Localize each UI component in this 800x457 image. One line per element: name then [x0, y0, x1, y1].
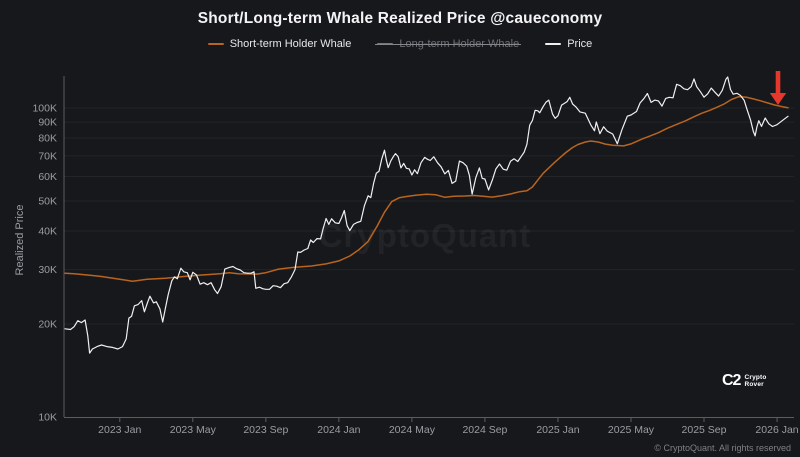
x-tick-marks — [119, 418, 778, 422]
legend-item-short-term-holder-whale[interactable]: Short-term Holder Whale — [207, 38, 352, 50]
short-term-holder-whale-line — [64, 95, 789, 282]
svg-text:100K: 100K — [32, 103, 57, 115]
svg-text:2024 Jan: 2024 Jan — [317, 424, 360, 436]
svg-text:2024 May: 2024 May — [389, 424, 436, 436]
svg-text:2026 Jan: 2026 Jan — [755, 424, 798, 436]
svg-text:2025 Jan: 2025 Jan — [536, 424, 579, 436]
svg-text:10K: 10K — [38, 412, 57, 424]
svg-text:30K: 30K — [38, 264, 57, 276]
svg-text:20K: 20K — [38, 318, 57, 330]
legend-label: Short-term Holder Whale — [229, 38, 352, 50]
x-tick-labels: 2023 Jan 2023 May 2023 Sep 2024 Jan 2024 May… — [98, 424, 799, 436]
svg-text:2023 May: 2023 May — [170, 424, 217, 436]
legend-dash-icon — [207, 42, 224, 46]
legend: Short-term Holder Whale Long-term Holder … — [0, 38, 800, 50]
legend-dash-icon — [545, 42, 562, 46]
brand-name-line1: Crypto — [744, 373, 767, 381]
svg-text:70K: 70K — [38, 150, 57, 162]
y-gridlines — [64, 107, 794, 325]
svg-text:40K: 40K — [38, 225, 57, 237]
svg-text:2023 Sep: 2023 Sep — [243, 424, 288, 436]
svg-text:2024 Sep: 2024 Sep — [462, 424, 507, 436]
red-down-arrow-icon — [769, 71, 787, 105]
price-line — [64, 76, 789, 354]
svg-text:60K: 60K — [38, 171, 57, 183]
svg-text:2025 Sep: 2025 Sep — [682, 424, 727, 436]
chart-title: Short/Long-term Whale Realized Price @ca… — [197, 10, 603, 27]
brand-name-line2: Rover — [744, 381, 764, 388]
svg-text:2023 Jan: 2023 Jan — [98, 424, 141, 436]
svg-text:90K: 90K — [38, 117, 57, 129]
copyright-text: © CryptoQuant. All rights reserved — [654, 443, 791, 453]
svg-text:50K: 50K — [38, 196, 57, 208]
svg-text:2025 May: 2025 May — [608, 424, 655, 436]
legend-item-price[interactable]: Price — [545, 38, 592, 50]
crypto-rover-logo: C2 Crypto Rover — [722, 372, 767, 390]
legend-label: Price — [567, 38, 593, 50]
y-tick-labels: 10K 20K 30K 40K 50K 60K 70K 80K 90K 100K — [32, 103, 57, 424]
svg-text:80K: 80K — [38, 132, 57, 144]
crypto-rover-monogram-icon: C2 — [722, 372, 741, 389]
